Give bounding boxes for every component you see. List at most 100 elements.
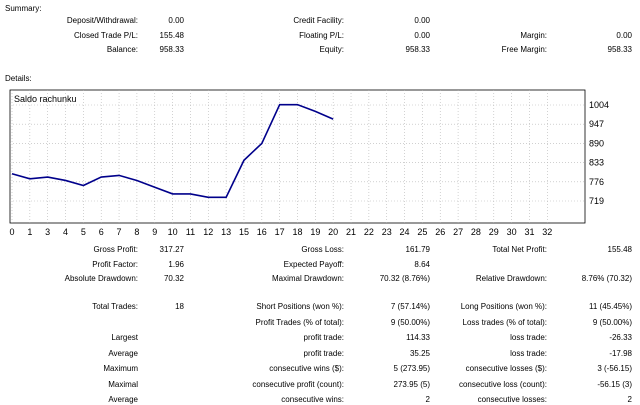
- trades-label: consecutive wins ($):: [269, 364, 344, 373]
- x-tick-label: 13: [221, 227, 231, 237]
- x-tick-label: 11: [186, 227, 195, 237]
- trades-value: 9 (50.00%): [592, 317, 632, 327]
- x-tick-label: 23: [382, 227, 392, 237]
- x-tick-label: 20: [328, 227, 338, 237]
- x-tick-label: 4: [63, 227, 68, 237]
- x-tick-label: 1: [27, 227, 32, 237]
- y-tick-label: 1004: [589, 100, 609, 110]
- trades-label: consecutive profit (count):: [252, 379, 344, 389]
- x-tick-label: 26: [435, 227, 445, 237]
- trades-label: consecutive wins:: [281, 395, 344, 404]
- summary-value: 958.33: [159, 45, 184, 54]
- summary-value: 958.33: [607, 45, 632, 54]
- y-tick-label: 833: [589, 158, 604, 168]
- details-value: 8.64: [414, 259, 430, 269]
- trades-value: -26.33: [609, 333, 632, 342]
- summary-value: 155.48: [159, 30, 184, 40]
- trades-label: Total Trades:: [92, 302, 138, 311]
- trades-label: consecutive losses:: [477, 395, 547, 404]
- summary-label: Margin:: [520, 30, 547, 40]
- details-label: Maximal Drawdown:: [271, 274, 344, 283]
- trades-value: 2: [627, 395, 632, 404]
- x-tick-label: 9: [152, 227, 157, 237]
- x-tick-labels: 0 1 3 4 5 6 7 8 9 10 11 12 13 15 16 17 18 19 20 21 22 23 24 25 2…: [9, 227, 552, 237]
- trades-label: profit trade:: [303, 333, 344, 342]
- trades-label: Average: [108, 348, 138, 358]
- details-label: Expected Payoff:: [283, 259, 344, 269]
- summary-value: 0.00: [414, 30, 430, 40]
- details-label: Absolute Drawdown:: [64, 274, 138, 283]
- y-tick-label: 776: [589, 177, 604, 187]
- summary-value: 958.33: [405, 45, 430, 54]
- x-tick-label: 27: [453, 227, 463, 237]
- trades-label: Profit Trades (% of total):: [255, 317, 344, 327]
- trades-value: 2: [425, 395, 430, 404]
- chart-title: Saldo rachunku: [14, 94, 77, 104]
- trades-value: -56.15 (3): [597, 379, 632, 389]
- x-tick-label: 24: [400, 227, 410, 237]
- details-label: Profit Factor:: [92, 259, 138, 269]
- trades-value: 35.25: [409, 348, 430, 358]
- trades-label: profit trade:: [303, 348, 344, 358]
- trades-value: 273.95 (5): [393, 379, 430, 389]
- balance-line: [11, 103, 334, 199]
- x-tick-label: 10: [168, 227, 178, 237]
- summary-label: Balance:: [106, 45, 138, 54]
- x-tick-label: 25: [417, 227, 427, 237]
- trades-label: Short Positions (won %):: [256, 302, 344, 311]
- summary-label: Closed Trade P/L:: [73, 30, 138, 40]
- details-value: 70.32: [163, 274, 184, 283]
- x-tick-label: 17: [275, 227, 285, 237]
- summary-value: 0.00: [616, 30, 632, 40]
- x-tick-label: 18: [292, 227, 302, 237]
- details-heading: Details:: [5, 74, 32, 83]
- y-tick-label: 890: [589, 138, 604, 148]
- x-tick-label: 5: [81, 227, 86, 237]
- trades-value: 11 (45.45%): [589, 302, 632, 311]
- trades-value: 7 (57.14%): [390, 302, 430, 311]
- x-tick-label: 3: [45, 227, 50, 237]
- x-tick-label: 15: [239, 227, 249, 237]
- trades-value: -17.98: [609, 348, 632, 358]
- y-tick-labels: 1004 947 890 833 776 719: [589, 100, 609, 206]
- x-tick-label: 32: [542, 227, 552, 237]
- x-tick-label: 31: [524, 227, 534, 237]
- trades-value: 3 (-56.15): [597, 364, 632, 373]
- x-tick-label: 7: [117, 227, 122, 237]
- x-tick-label: 30: [507, 227, 517, 237]
- y-tick-label: 719: [589, 196, 604, 206]
- details-label: Gross Loss:: [301, 245, 344, 254]
- x-tick-label: 16: [257, 227, 267, 237]
- details-label: Relative Drawdown:: [475, 274, 547, 283]
- summary-value: 0.00: [168, 16, 184, 25]
- trades-label: loss trade:: [510, 348, 547, 358]
- x-tick-label: 28: [471, 227, 481, 237]
- details-label: Total Net Profit:: [492, 245, 547, 254]
- trades-value: 18: [175, 302, 184, 311]
- details-value: 155.48: [607, 245, 632, 254]
- summary-value: 0.00: [414, 16, 430, 25]
- summary-heading: Summary:: [5, 4, 42, 13]
- x-tick-label: 21: [346, 227, 356, 237]
- x-tick-label: 8: [134, 227, 139, 237]
- summary-label: Deposit/Withdrawal:: [66, 16, 138, 25]
- chart-grid: [10, 90, 585, 223]
- trades-label: consecutive loss (count):: [458, 379, 547, 389]
- x-tick-label: 0: [9, 227, 14, 237]
- details-label: Gross Profit:: [93, 245, 138, 254]
- x-tick-label: 29: [489, 227, 499, 237]
- summary-label: Floating P/L:: [299, 30, 344, 40]
- x-tick-label: 6: [99, 227, 104, 237]
- summary-label: Credit Facility:: [293, 16, 344, 25]
- trades-label: Largest: [111, 333, 138, 342]
- trades-value: 114.33: [406, 333, 430, 342]
- trades-label: loss trade:: [510, 333, 547, 342]
- trades-label: consecutive losses ($):: [465, 364, 547, 373]
- trades-label: Maximal: [108, 379, 138, 389]
- summary-label: Free Margin:: [501, 45, 547, 54]
- details-value: 70.32 (8.76%): [379, 274, 430, 283]
- details-value: 8.76% (70.32): [581, 274, 632, 283]
- trades-label: Average: [108, 395, 138, 404]
- summary-label: Equity:: [319, 45, 344, 54]
